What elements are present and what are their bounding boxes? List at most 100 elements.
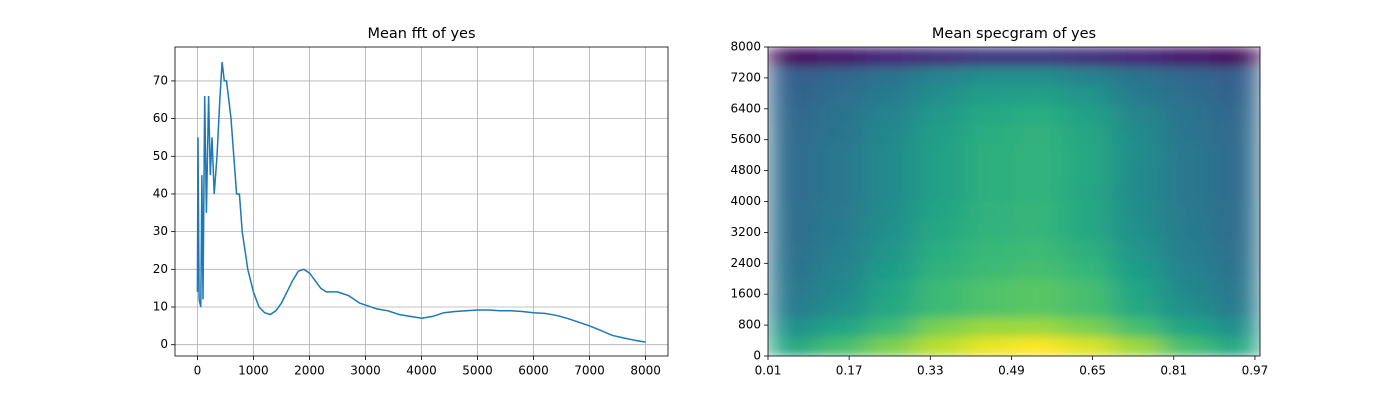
heatmap-cell: [1014, 85, 1064, 106]
heatmap-cell: [1161, 85, 1212, 106]
y-tick-label: 6400: [730, 101, 761, 115]
heatmap-cell: [1014, 162, 1064, 183]
heatmap-cell: [915, 66, 966, 87]
heatmap-cell: [1161, 162, 1212, 183]
heatmap-cell: [817, 162, 867, 183]
heatmap-cell: [915, 259, 966, 280]
heatmap-cell: [1112, 66, 1163, 87]
heatmap-cell: [964, 201, 1015, 222]
heatmap-cell: [1014, 143, 1064, 164]
heatmap-cell: [1112, 162, 1163, 183]
heatmap-cell: [866, 298, 917, 318]
y-tick-label: 10: [153, 300, 168, 314]
y-tick-label: 5600: [730, 132, 761, 146]
heatmap-cell: [1014, 259, 1064, 280]
heatmap: [768, 47, 1260, 356]
heatmap-cell: [817, 278, 867, 299]
heatmap-cell: [1210, 104, 1260, 125]
heatmap-cell: [817, 201, 867, 222]
heatmap-cell: [1210, 182, 1260, 202]
heatmap-cell: [1210, 124, 1260, 145]
heatmap-cell: [1210, 278, 1260, 299]
heatmap-cell: [1161, 317, 1212, 338]
heatmap-cell: [768, 317, 818, 338]
heatmap-cell: [915, 317, 966, 338]
fft-line: [196, 62, 646, 343]
heatmap-cell: [817, 47, 867, 67]
heatmap-cell: [768, 66, 818, 87]
heatmap-cell: [1161, 104, 1212, 125]
heatmap-cell: [964, 298, 1015, 318]
heatmap-cell: [964, 47, 1015, 67]
heatmap-cell: [1112, 298, 1163, 318]
heatmap-cell: [1161, 336, 1212, 356]
heatmap-cell: [964, 124, 1015, 145]
heatmap-cell: [1014, 298, 1064, 318]
heatmap-cell: [768, 143, 818, 164]
heatmap-cell: [1063, 104, 1113, 125]
heatmap-cell: [1014, 201, 1064, 222]
heatmap-cell: [1112, 143, 1163, 164]
heatmap-cell: [866, 85, 917, 106]
heatmap-cell: [866, 162, 917, 183]
y-tick-label: 800: [738, 318, 761, 332]
heatmap-cell: [1161, 66, 1212, 87]
heatmap-cell: [964, 336, 1015, 356]
heatmap-cell: [1161, 259, 1212, 280]
heatmap-cell: [1014, 278, 1064, 299]
heatmap-cell: [1014, 66, 1064, 87]
heatmap-cell: [1210, 240, 1260, 260]
y-tick-label: 4800: [730, 163, 761, 177]
heatmap-cell: [1210, 201, 1260, 222]
heatmap-cell: [817, 104, 867, 125]
heatmap-cell: [817, 85, 867, 106]
heatmap-cell: [1161, 278, 1212, 299]
heatmap-cell: [915, 336, 966, 356]
heatmap-cell: [817, 298, 867, 318]
heatmap-cell: [1161, 298, 1212, 318]
heatmap-cell: [866, 317, 917, 338]
y-tick-label: 7200: [730, 70, 761, 84]
heatmap-cell: [1014, 182, 1064, 202]
heatmap-cell: [817, 220, 867, 241]
heatmap-cell: [964, 85, 1015, 106]
heatmap-cell: [817, 124, 867, 145]
heatmap-cell: [1014, 240, 1064, 260]
heatmap-cell: [768, 182, 818, 202]
heatmap-cell: [1112, 47, 1163, 67]
x-tick-label: 0.81: [1160, 364, 1187, 378]
heatmap-cell: [1161, 143, 1212, 164]
y-tick-label: 1600: [730, 287, 761, 301]
heatmap-cell: [1014, 220, 1064, 241]
heatmap-cell: [1014, 104, 1064, 125]
heatmap-cell: [1063, 66, 1113, 87]
heatmap-cell: [866, 143, 917, 164]
heatmap-cell: [1063, 143, 1113, 164]
heatmap-cell: [1063, 85, 1113, 106]
heatmap-cell: [866, 278, 917, 299]
heatmap-cell: [1210, 162, 1260, 183]
heatmap-cell: [964, 220, 1015, 241]
y-tick-label: 3200: [730, 225, 761, 239]
heatmap-clip: [768, 47, 1260, 356]
heatmap-cell: [1161, 182, 1212, 202]
heatmap-cell: [1014, 336, 1064, 356]
heatmap-cell: [915, 85, 966, 106]
heatmap-cell: [1063, 47, 1113, 67]
heatmap-cell: [866, 104, 917, 125]
x-tick-label: 3000: [350, 364, 381, 378]
heatmap-cell: [768, 298, 818, 318]
heatmap-cell: [1112, 317, 1163, 338]
heatmap-cell: [1210, 47, 1260, 67]
x-tick-label: 7000: [574, 364, 605, 378]
y-tick-label: 8000: [730, 40, 761, 54]
heatmap-cell: [1161, 201, 1212, 222]
heatmap-cell: [1063, 201, 1113, 222]
x-tick-label: 1000: [238, 364, 269, 378]
heatmap-cell: [1210, 143, 1260, 164]
heatmap-cell: [817, 240, 867, 260]
heatmap-cell: [1063, 336, 1113, 356]
heatmap-cell: [964, 182, 1015, 202]
heatmap-cell: [1112, 201, 1163, 222]
heatmap-cell: [915, 104, 966, 125]
